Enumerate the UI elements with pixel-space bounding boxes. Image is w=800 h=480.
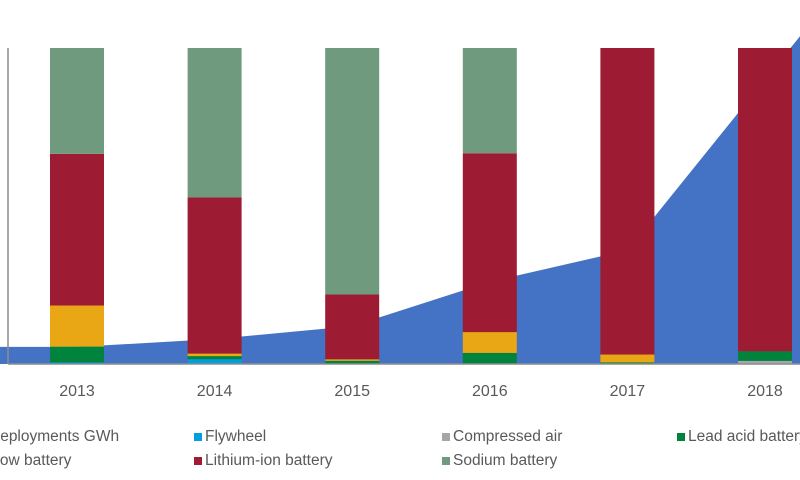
- legend-label: Lithium-ion battery: [205, 452, 333, 469]
- bar-lead-acid-battery-2017: [600, 362, 655, 364]
- bar-lithium-ion-battery-2013: [50, 153, 104, 306]
- bar-lithium-ion-battery-2017: [600, 48, 655, 355]
- bar-lead-acid-battery-2013: [50, 346, 104, 363]
- bar-flow-battery-2016: [462, 332, 517, 353]
- legend-marker-icon: [442, 457, 450, 465]
- bar-flow-battery-2013: [50, 305, 104, 347]
- legend-item-flow-battery: Flow battery: [0, 452, 71, 470]
- bar-lead-acid-battery-2016: [462, 352, 517, 364]
- legend-label: Sodium battery: [453, 452, 558, 469]
- legend-item-deployments: Deployments GWh: [0, 428, 119, 446]
- bar-lead-acid-battery-2014: [187, 356, 242, 360]
- bar-flywheel-2013: [50, 362, 104, 364]
- bar-sodium-battery-2016: [462, 48, 517, 154]
- x-tick-label: 2014: [197, 383, 233, 400]
- x-tick-label: 2016: [472, 383, 508, 400]
- bar-flow-battery-2015: [325, 359, 380, 361]
- legend-marker-icon: [677, 433, 685, 441]
- legend-item-lead-acid: Lead acid battery: [677, 428, 800, 446]
- bar-sodium-battery-2013: [50, 48, 104, 154]
- x-tick-label: 2018: [747, 383, 783, 400]
- x-tick-label: 2013: [59, 383, 95, 400]
- bar-flow-battery-2017: [600, 354, 655, 363]
- legend-item-lithium-ion: Lithium-ion battery: [194, 452, 333, 470]
- bar-lead-acid-battery-2015: [325, 360, 380, 364]
- legend-item-flywheel: Flywheel: [194, 428, 266, 446]
- legend-label: Flywheel: [205, 428, 267, 445]
- legend-label: Deployments GWh: [0, 428, 120, 445]
- legend-label: Lead acid battery: [688, 428, 800, 445]
- legend-marker-icon: [442, 433, 450, 441]
- bar-lithium-ion-battery-2015: [325, 294, 380, 360]
- legend-label: Compressed air: [453, 428, 563, 445]
- bar-sodium-battery-2014: [187, 48, 242, 198]
- bar-lithium-ion-battery-2014: [187, 197, 242, 354]
- bar-lithium-ion-battery-2016: [462, 153, 517, 333]
- bar-compressed-air-2018: [738, 360, 792, 364]
- area-deployments: [0, 36, 800, 365]
- bar-lead-acid-battery-2018: [738, 351, 792, 361]
- bar-lithium-ion-battery-2018: [738, 48, 792, 352]
- legend-item-sodium: Sodium battery: [442, 452, 557, 470]
- legend-marker-icon: [194, 433, 202, 441]
- legend-marker-icon: [194, 457, 202, 465]
- legend-item-compressed-air: Compressed air: [442, 428, 562, 446]
- x-tick-label: 2015: [334, 383, 370, 400]
- x-tick-label: 2017: [610, 383, 646, 400]
- bar-sodium-battery-2015: [325, 48, 380, 295]
- bar-flywheel-2014: [187, 359, 242, 364]
- legend-label: Flow battery: [0, 452, 72, 469]
- bar-flow-battery-2014: [187, 353, 242, 357]
